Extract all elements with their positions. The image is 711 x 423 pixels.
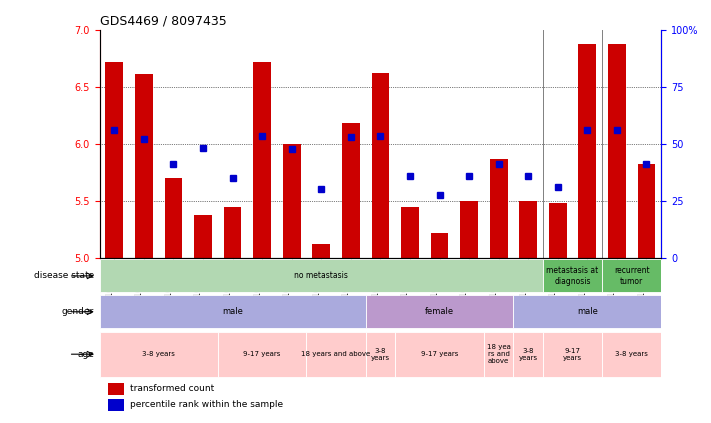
- Bar: [401, 206, 419, 258]
- FancyBboxPatch shape: [602, 332, 661, 377]
- Text: 9-17
years: 9-17 years: [563, 348, 582, 361]
- Text: GDS4469 / 8097435: GDS4469 / 8097435: [100, 14, 226, 27]
- Text: male: male: [577, 307, 598, 316]
- Bar: [108, 399, 124, 411]
- FancyBboxPatch shape: [395, 332, 484, 377]
- Bar: [108, 383, 124, 395]
- Bar: [638, 164, 656, 258]
- Bar: [490, 159, 508, 258]
- Text: transformed count: transformed count: [130, 384, 215, 393]
- Bar: [519, 201, 537, 258]
- Text: 3-8 years: 3-8 years: [615, 351, 648, 357]
- Text: no metastasis: no metastasis: [294, 272, 348, 280]
- Text: percentile rank within the sample: percentile rank within the sample: [130, 400, 284, 409]
- Text: 18 years and above: 18 years and above: [301, 351, 370, 357]
- Bar: [608, 44, 626, 258]
- Bar: [579, 44, 597, 258]
- Text: 18 yea
rs and
above: 18 yea rs and above: [487, 344, 510, 364]
- Bar: [431, 233, 449, 258]
- FancyBboxPatch shape: [513, 332, 543, 377]
- FancyBboxPatch shape: [543, 332, 602, 377]
- Text: 3-8
years: 3-8 years: [371, 348, 390, 361]
- Bar: [372, 73, 389, 258]
- Text: 3-8 years: 3-8 years: [142, 351, 175, 357]
- Bar: [164, 178, 182, 258]
- Text: disease state: disease state: [33, 272, 94, 280]
- Text: male: male: [222, 307, 243, 316]
- Bar: [105, 62, 123, 258]
- Bar: [135, 74, 153, 258]
- Bar: [194, 214, 212, 258]
- Text: 9-17 years: 9-17 years: [243, 351, 281, 357]
- FancyBboxPatch shape: [306, 332, 365, 377]
- Bar: [342, 123, 360, 258]
- FancyBboxPatch shape: [365, 332, 395, 377]
- FancyBboxPatch shape: [100, 332, 218, 377]
- Text: age: age: [77, 350, 94, 359]
- Bar: [224, 206, 242, 258]
- FancyBboxPatch shape: [100, 259, 543, 292]
- Text: female: female: [425, 307, 454, 316]
- Text: 9-17 years: 9-17 years: [421, 351, 458, 357]
- FancyBboxPatch shape: [602, 259, 661, 292]
- FancyBboxPatch shape: [218, 332, 306, 377]
- FancyBboxPatch shape: [513, 295, 661, 328]
- FancyBboxPatch shape: [484, 332, 513, 377]
- Text: recurrent
tumor: recurrent tumor: [614, 266, 649, 286]
- FancyBboxPatch shape: [100, 295, 365, 328]
- Text: 3-8
years: 3-8 years: [518, 348, 538, 361]
- FancyBboxPatch shape: [365, 295, 513, 328]
- Text: gender: gender: [62, 307, 94, 316]
- Bar: [460, 201, 478, 258]
- Text: metastasis at
diagnosis: metastasis at diagnosis: [547, 266, 599, 286]
- Bar: [253, 62, 271, 258]
- Bar: [312, 244, 330, 258]
- Bar: [283, 144, 301, 258]
- Bar: [549, 203, 567, 258]
- FancyBboxPatch shape: [543, 259, 602, 292]
